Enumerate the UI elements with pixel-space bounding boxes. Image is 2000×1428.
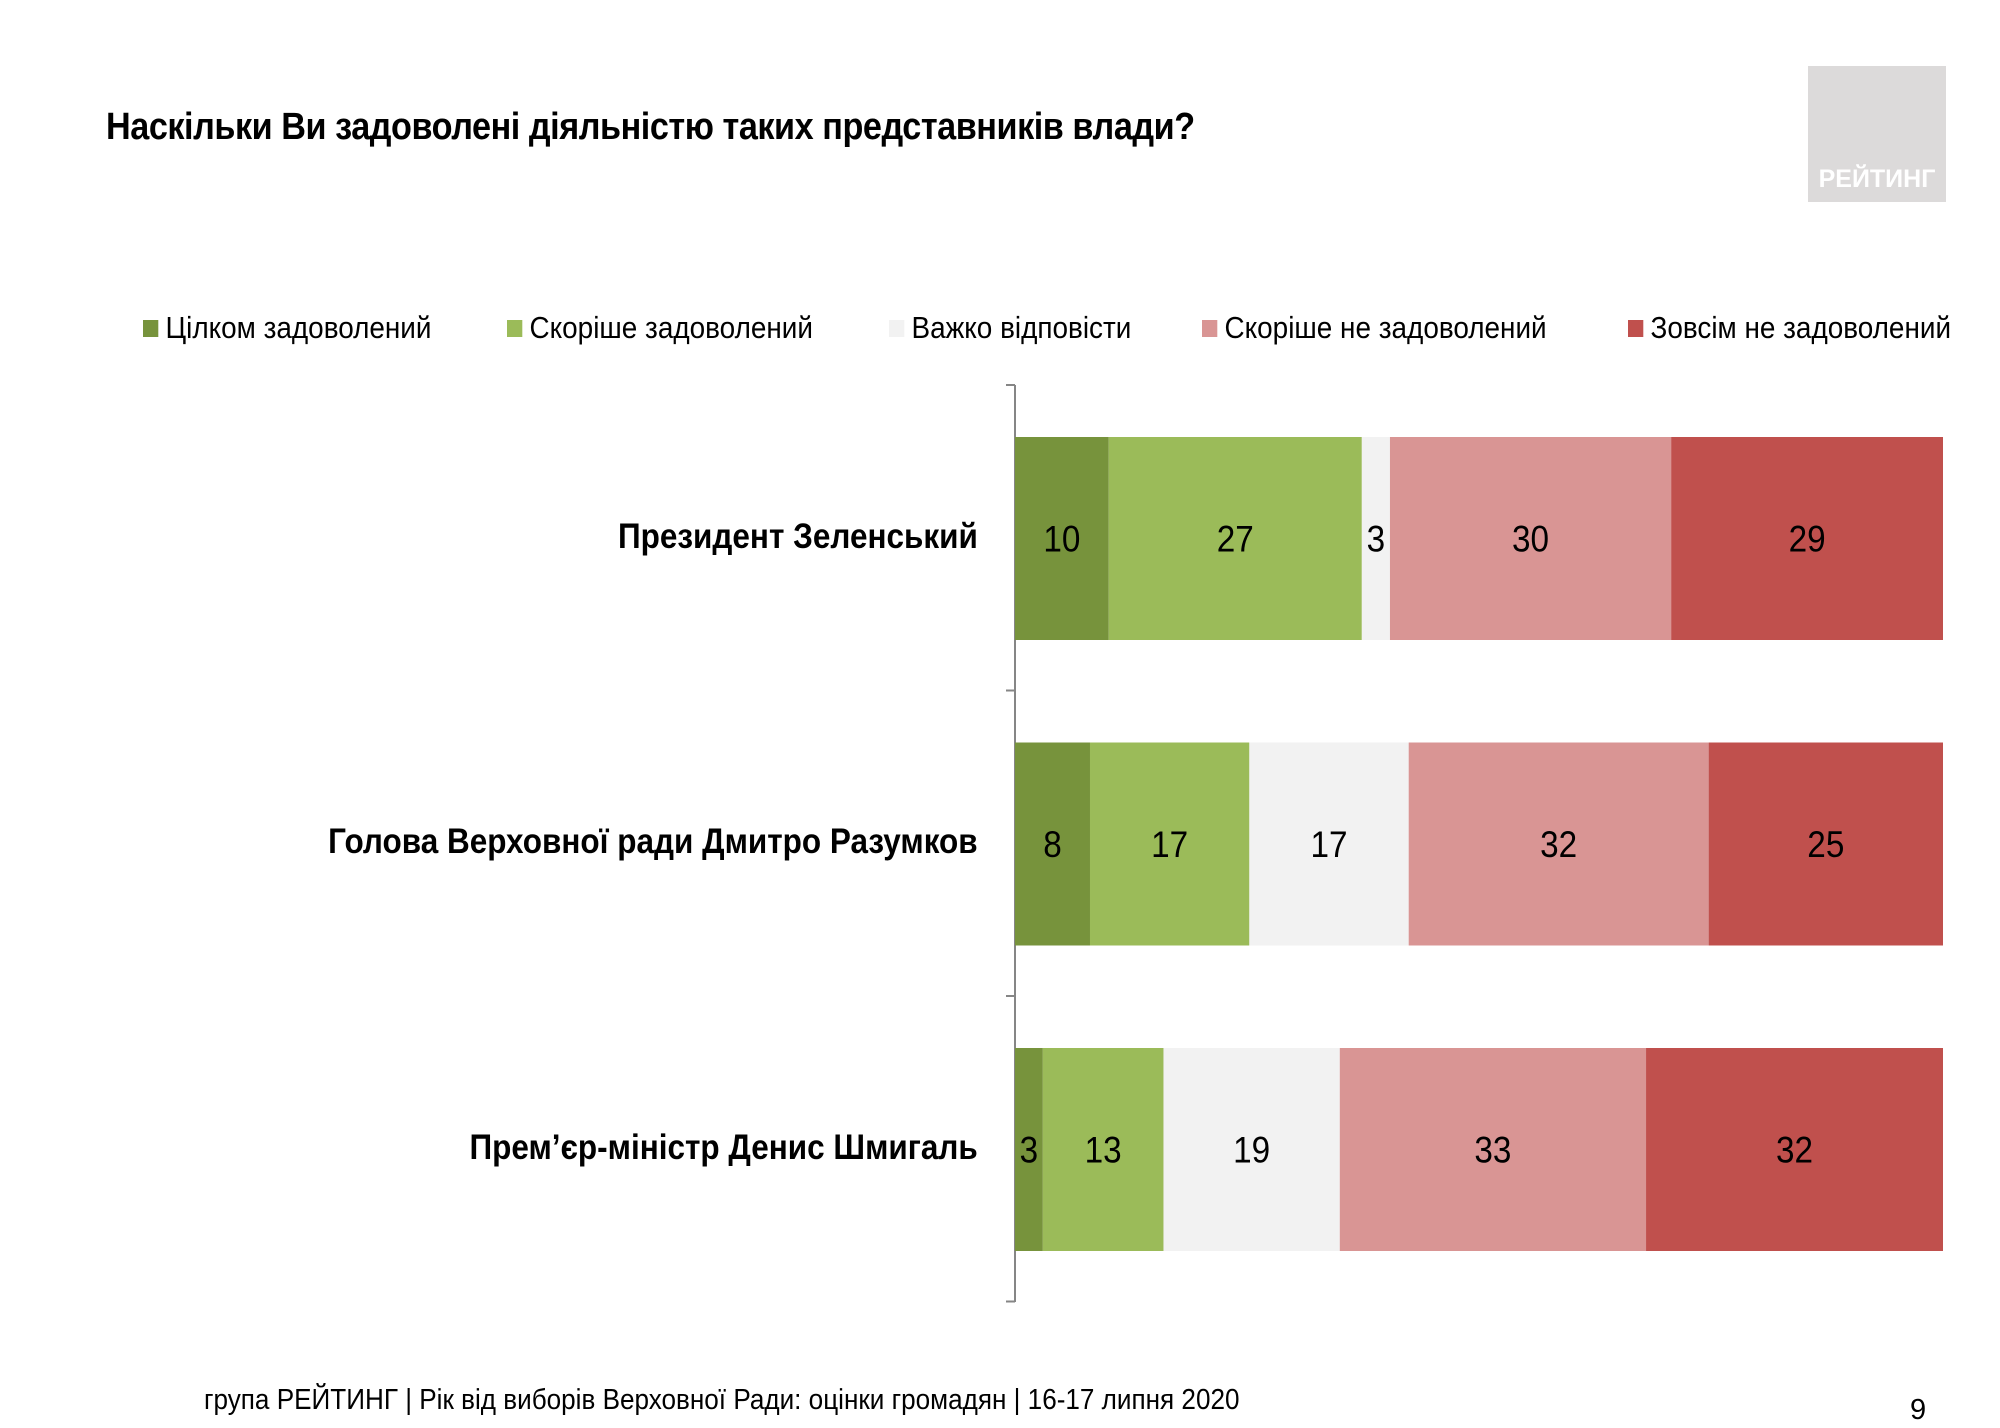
bar-segment: [1389, 437, 1672, 640]
legend-item: Цілком задоволений: [143, 310, 431, 346]
data-label: 29: [1789, 519, 1826, 560]
data-label: 17: [1151, 824, 1188, 865]
data-label: 32: [1776, 1130, 1813, 1171]
logo-text: РЕЙТИНГ: [1818, 165, 1936, 193]
legend-swatch: [143, 319, 159, 337]
legend: Цілком задоволений Скоріше задоволений Важ…: [143, 310, 2000, 346]
bar-segment: [1646, 1048, 1943, 1251]
legend-label: Скоріше не задоволений: [1224, 310, 1547, 345]
category-label: Голова Верховної ради Дмитро Разумков: [328, 822, 978, 861]
legend-label: Скоріше задоволений: [529, 310, 813, 345]
data-label: 27: [1217, 519, 1254, 560]
legend-item: Скоріше задоволений: [506, 310, 813, 346]
data-label: 19: [1233, 1130, 1270, 1171]
legend-swatch: [506, 319, 522, 337]
legend-label: Цілком задоволений: [165, 310, 432, 345]
bar-segment: [1163, 1048, 1340, 1251]
bar-segment: [1339, 1048, 1647, 1251]
legend-label: Зовсім не задоволений: [1650, 310, 1951, 345]
page-number: 9: [1910, 1394, 1927, 1426]
rating-logo: РЕЙТИНГ: [1808, 66, 1946, 202]
bar-segment: [1015, 1048, 1043, 1251]
bar-segment: [1408, 742, 1709, 946]
legend-swatch: [889, 319, 905, 337]
bar-segment: [1108, 437, 1362, 640]
bar-segment: [1042, 1048, 1164, 1251]
bar-segment: [1361, 437, 1390, 640]
legend-item: Важко відповісти: [889, 310, 1132, 346]
data-label: 17: [1311, 824, 1348, 865]
data-label: 3: [1020, 1130, 1039, 1171]
data-label: 8: [1043, 824, 1062, 865]
legend-swatch: [1627, 319, 1643, 337]
legend-label: Важко відповісти: [911, 310, 1132, 345]
footer: група РЕЙТИНГ | Рік від виборів Верховно…: [204, 1384, 1240, 1416]
legend-item: Скоріше не задоволений: [1201, 310, 1547, 346]
data-label: 13: [1085, 1130, 1122, 1171]
data-label: 3: [1367, 519, 1386, 560]
data-label: 10: [1043, 519, 1080, 560]
data-label: 32: [1540, 824, 1577, 865]
chart-title: Наскільки Ви задоволені діяльністю таких…: [106, 106, 1195, 148]
bar-segment: [1249, 742, 1409, 946]
bar-segment: [1015, 742, 1090, 946]
category-label: Прем’єр-міністр Денис Шмигаль: [469, 1127, 978, 1167]
bar-segment: [1708, 742, 1943, 946]
bar-segment: [1015, 437, 1109, 640]
data-label: 25: [1807, 824, 1844, 865]
legend-item: Зовсім не задоволений: [1627, 310, 1951, 346]
legend-swatch: [1201, 319, 1218, 337]
category-label: Президент Зеленський: [618, 516, 978, 556]
data-label: 30: [1512, 519, 1549, 560]
bar-segment: [1089, 742, 1250, 946]
bar-segment: [1671, 437, 1943, 640]
data-label: 33: [1474, 1130, 1511, 1171]
